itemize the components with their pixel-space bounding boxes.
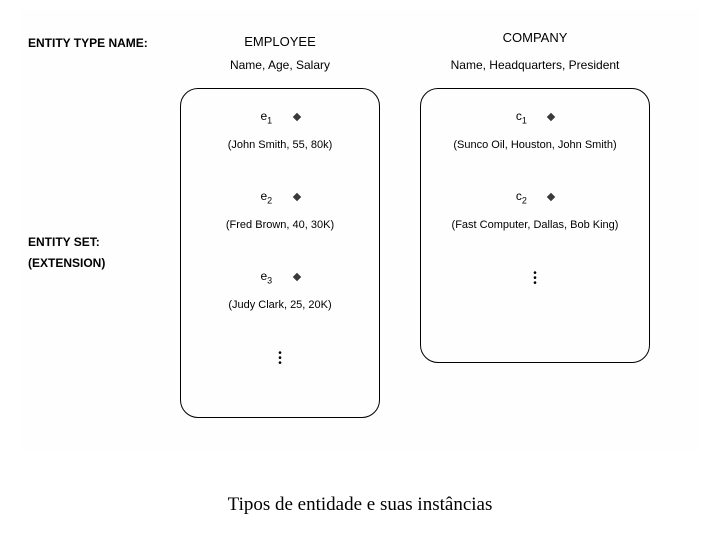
instance-sub: 2 xyxy=(267,195,272,205)
instance-tuple: (Fred Brown, 40, 30K) xyxy=(181,219,379,231)
instance-sub: 3 xyxy=(267,275,272,285)
employee-instance-2: e2 (Fred Brown, 40, 30K) xyxy=(181,187,379,231)
instance-tuple: (John Smith, 55, 80k) xyxy=(181,139,379,151)
ellipsis-icon: ••• xyxy=(181,351,379,366)
employee-attributes: Name, Age, Salary xyxy=(180,58,380,72)
bullet-icon xyxy=(292,113,300,121)
bullet-icon xyxy=(547,113,555,121)
instance-tuple: (Judy Clark, 25, 20K) xyxy=(181,299,379,311)
diagram-area: ENTITY TYPE NAME: ENTITY SET: (EXTENSION… xyxy=(20,10,700,450)
label-entity-type-name: ENTITY TYPE NAME: xyxy=(28,36,148,50)
instance-sub: 1 xyxy=(522,115,527,125)
ellipsis-icon: ••• xyxy=(421,271,649,286)
employee-header: EMPLOYEE xyxy=(180,34,380,49)
label-extension: (EXTENSION) xyxy=(28,256,105,270)
instance-tuple: (Fast Computer, Dallas, Bob King) xyxy=(421,219,649,231)
bullet-icon xyxy=(547,193,555,201)
bullet-icon xyxy=(292,193,300,201)
label-entity-set: ENTITY SET: xyxy=(28,235,100,249)
company-instance-2: c2 (Fast Computer, Dallas, Bob King) xyxy=(421,187,649,231)
employee-set-box: e1 (John Smith, 55, 80k) e2 (Fred Brown,… xyxy=(180,88,380,418)
bullet-icon xyxy=(292,273,300,281)
instance-label: c1 xyxy=(516,109,554,125)
employee-instance-1: e1 (John Smith, 55, 80k) xyxy=(181,107,379,151)
company-set-box: c1 (Sunco Oil, Houston, John Smith) c2 (… xyxy=(420,88,650,363)
instance-sub: 1 xyxy=(267,115,272,125)
instance-sub: 2 xyxy=(522,195,527,205)
instance-label: e1 xyxy=(260,109,299,125)
instance-label: e3 xyxy=(260,269,299,285)
caption: Tipos de entidade e suas instâncias xyxy=(0,494,720,516)
instance-label: c2 xyxy=(516,189,554,205)
company-header: COMPANY xyxy=(420,30,650,45)
employee-instance-3: e3 (Judy Clark, 25, 20K) xyxy=(181,267,379,311)
company-attributes: Name, Headquarters, President xyxy=(420,58,650,72)
company-instance-1: c1 (Sunco Oil, Houston, John Smith) xyxy=(421,107,649,151)
instance-tuple: (Sunco Oil, Houston, John Smith) xyxy=(421,139,649,151)
instance-label: e2 xyxy=(260,189,299,205)
